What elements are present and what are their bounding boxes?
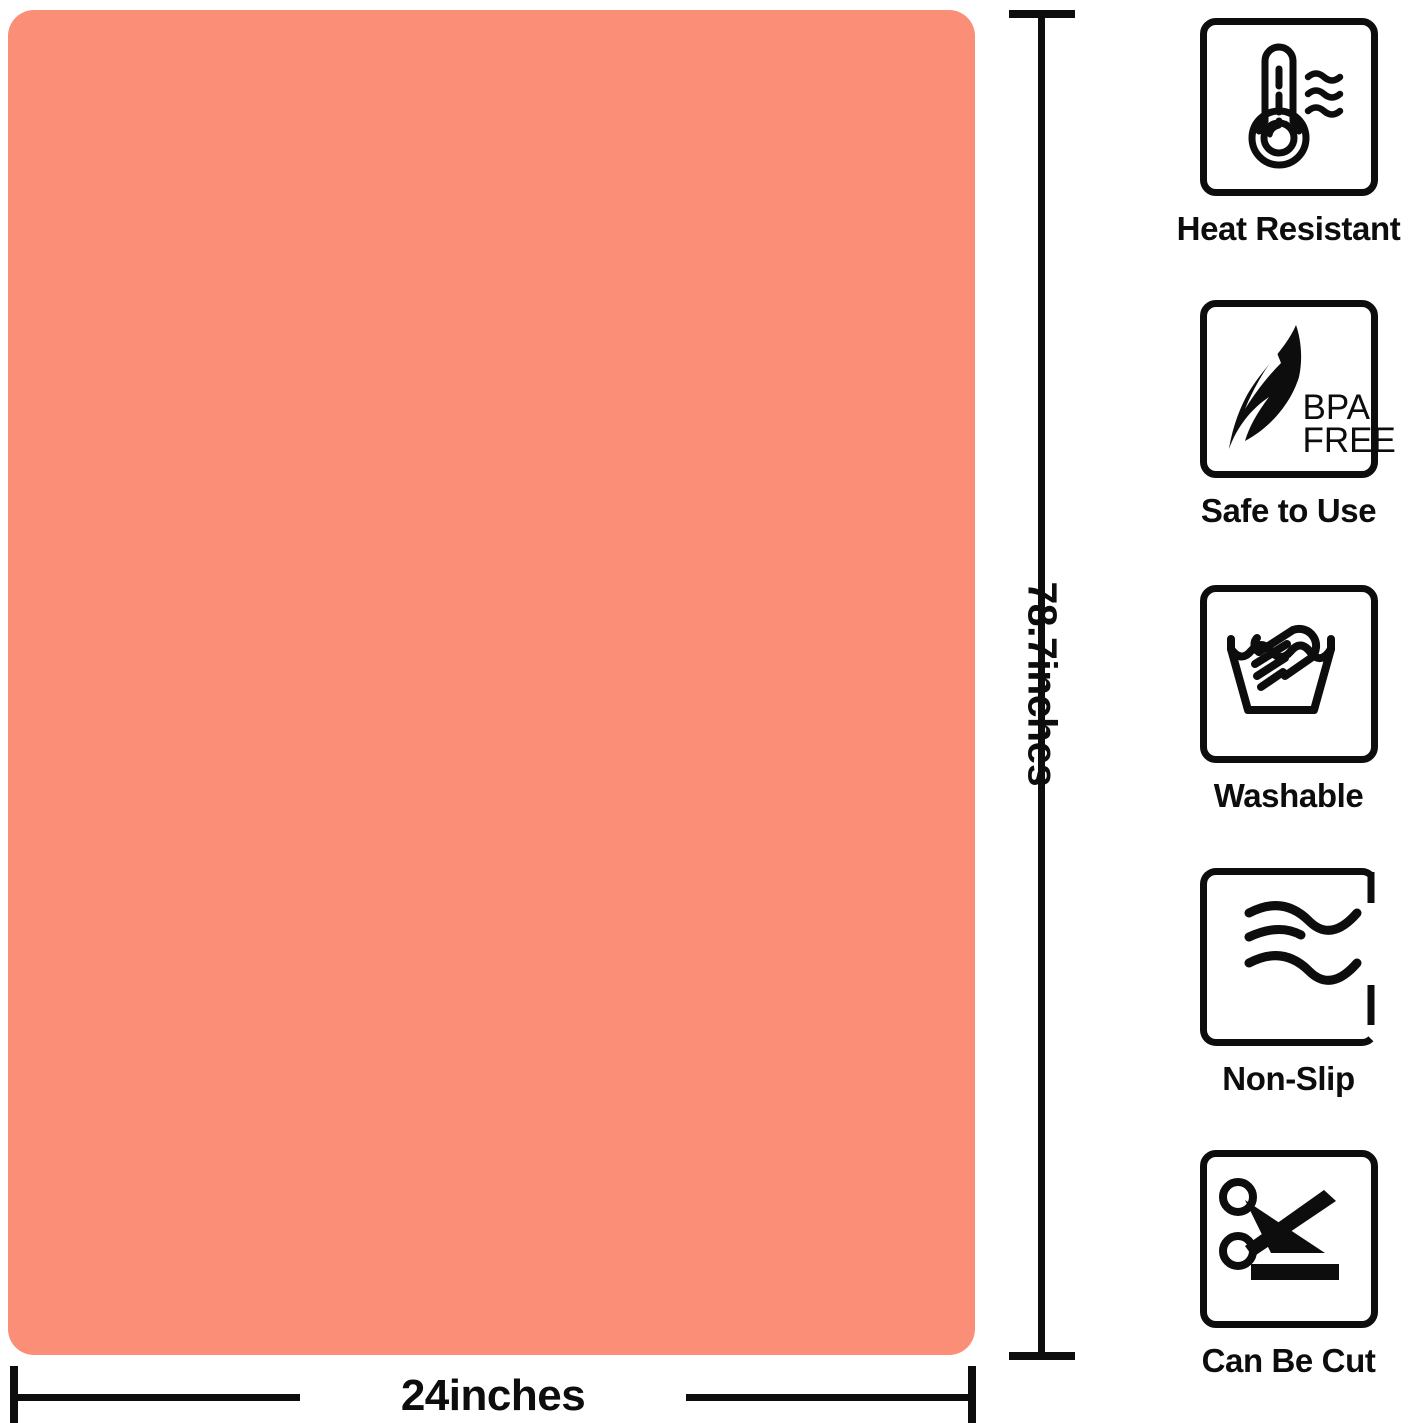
feature-can-be-cut: Can Be Cut [1150,1150,1427,1380]
scissors-cut-icon [1218,1178,1339,1280]
feature-label: Washable [1213,777,1364,814]
width-ruler-cap-right [968,1366,976,1423]
feature-non-slip: Non-Slip [1150,868,1427,1098]
height-dimension-label: 78.7inches [1019,582,1066,787]
feature-icon-frame [1199,585,1378,763]
feature-icon-frame: BPA FREE [1199,300,1396,478]
wavy-lines-icon [1244,872,1374,1025]
feature-label: Safe to Use [1200,492,1377,529]
feature-heat-resistant: Heat Resistant [1150,18,1427,248]
bpa-line-1: BPA [1302,388,1370,427]
thermometer-heat-icon [1248,43,1343,169]
feature-icon-frame [1199,18,1378,196]
bpa-free-badge: BPA FREE [1302,388,1396,460]
feature-icon-frame [1199,868,1378,1046]
width-dimension-label: 24inches [300,1368,686,1423]
height-ruler-cap-bottom [1009,1352,1075,1360]
feature-icon-column: Heat Resistant BPA FREE Safe to Use [1150,0,1427,1423]
bpa-line-2: FREE [1302,421,1396,460]
feature-icon-frame [1199,1150,1378,1328]
feature-label: Non-Slip [1222,1060,1355,1097]
hand-wash-tub-icon [1226,624,1335,714]
feature-label: Heat Resistant [1176,210,1401,247]
feature-washable: Washable [1150,585,1427,815]
height-ruler-line [1038,14,1045,1358]
feature-label: Can Be Cut [1201,1342,1376,1379]
feature-safe-to-use: BPA FREE Safe to Use [1150,300,1427,530]
leaf-bpa-free-icon [1228,325,1301,449]
product-mat-swatch [8,10,975,1355]
